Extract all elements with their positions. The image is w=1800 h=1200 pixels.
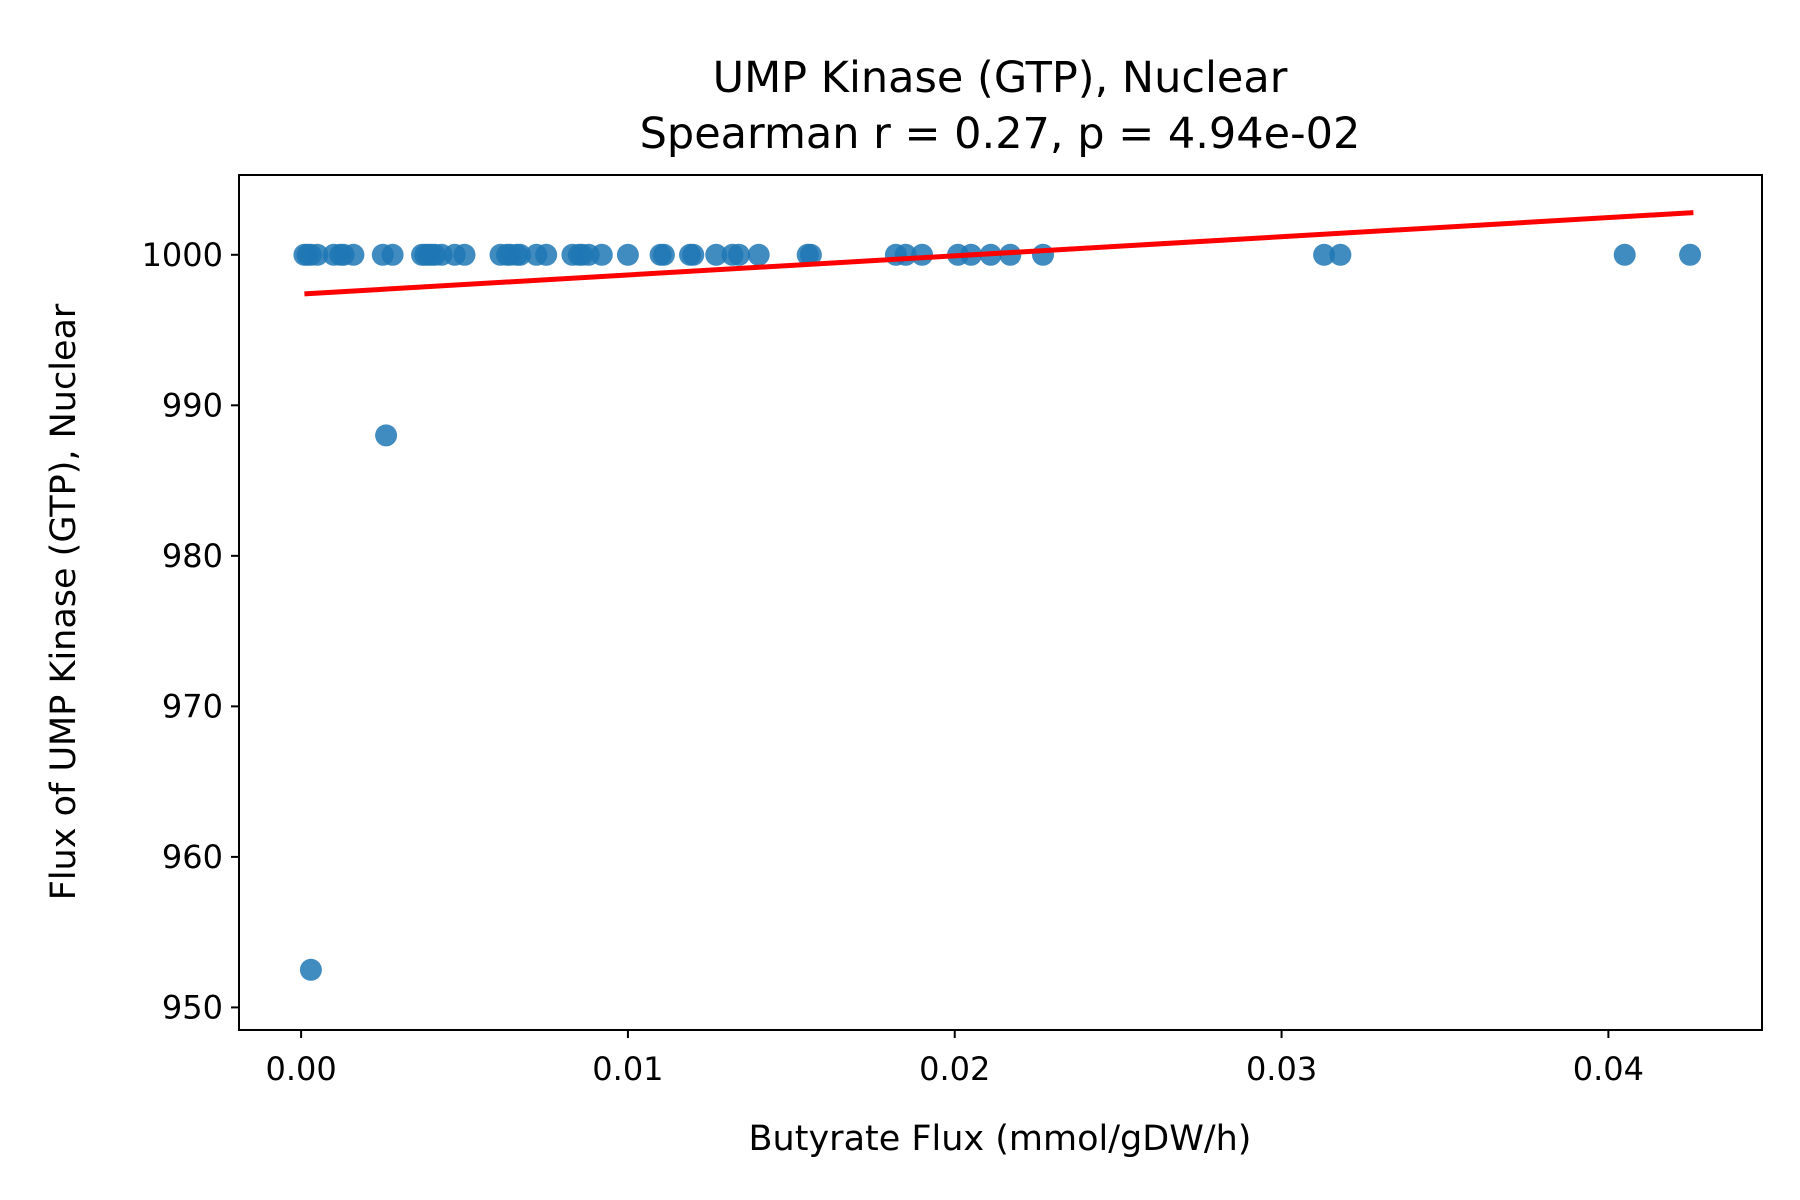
data-point [705,243,728,266]
data-point [453,243,476,266]
x-tick-label: 0.01 [592,1050,663,1088]
axes-frame [238,174,1763,1031]
y-tick-label: 960 [162,838,223,876]
data-point [299,958,322,981]
y-tick-label: 950 [162,988,223,1026]
data-point [535,243,558,266]
data-point [1613,243,1636,266]
data-point [590,243,613,266]
data-point [375,424,398,447]
x-tick-label: 0.03 [1246,1050,1317,1088]
data-point [1679,243,1702,266]
x-axis-label: Butyrate Flux (mmol/gDW/h) [749,1119,1252,1159]
y-axis-ticks: 950 960 970 980 990 1000 [142,236,239,1026]
data-point [747,243,770,266]
y-tick-label: 990 [162,386,223,424]
regression-line [304,210,1694,297]
data-point [799,243,822,266]
data-point [616,243,639,266]
plot-area [293,210,1702,981]
data-point [728,243,750,266]
y-tick-label: 1000 [142,236,223,274]
y-tick-label: 970 [162,687,223,725]
chart-subtitle: Spearman r = 0.27, p = 4.94e-02 [640,109,1361,159]
x-tick-label: 0.04 [1573,1050,1644,1088]
data-point [682,243,705,266]
data-point [306,243,329,266]
data-point [381,243,404,266]
x-axis-ticks: 0.00 0.01 0.02 0.03 0.04 [265,1030,1644,1088]
data-point [342,243,365,266]
y-axis-label: Flux of UMP Kinase (GTP), Nuclear [44,303,84,900]
x-tick-label: 0.02 [919,1050,990,1088]
chart-title: UMP Kinase (GTP), Nuclear [713,53,1288,103]
data-point [1313,243,1336,266]
data-point [1032,243,1054,266]
data-point [1329,243,1352,266]
y-tick-label: 980 [162,537,223,575]
data-point [652,243,675,266]
data-point [509,243,532,266]
x-tick-label: 0.00 [265,1050,336,1088]
